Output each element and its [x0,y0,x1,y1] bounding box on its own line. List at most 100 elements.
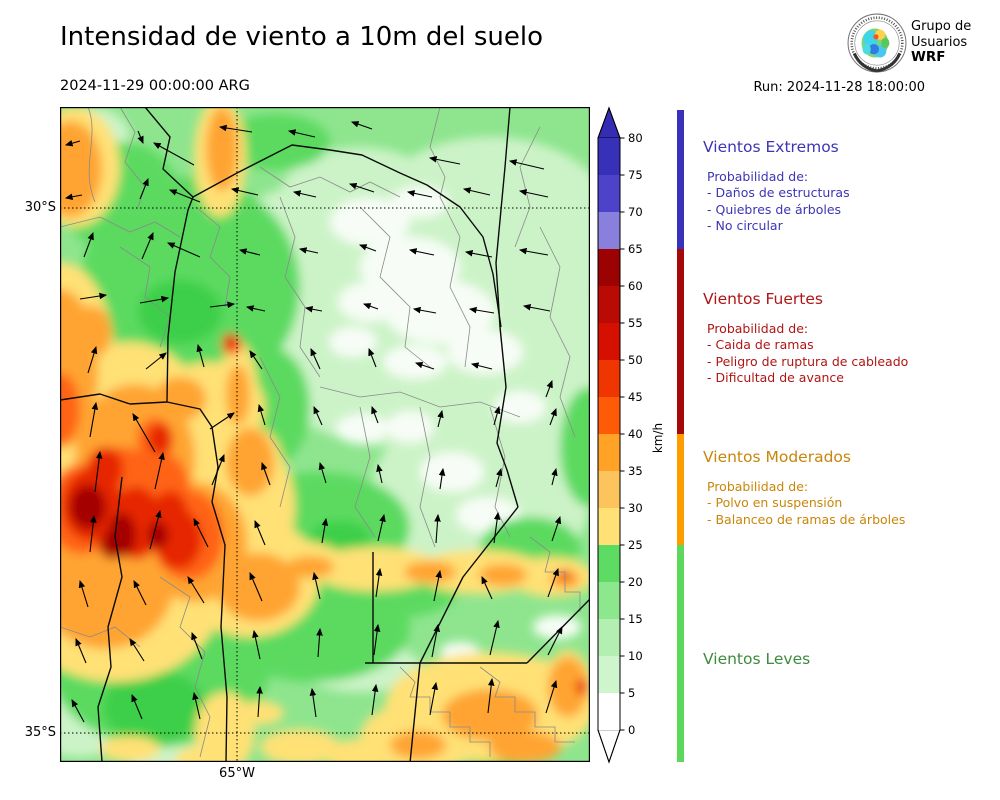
wind-arrow [218,124,253,133]
wind-arrow [256,685,263,718]
legend-section-title: Vientos Fuertes [703,290,823,308]
wind-arrow [547,626,563,656]
wind-arrow [489,619,500,656]
wind-arrow [304,305,323,313]
wind-arrow [431,623,441,658]
wind-arrow [149,509,162,550]
colorbar-tick-label: 60 [628,279,643,293]
legend-line: - Quiebres de árboles [707,201,842,217]
wind-arrow [434,513,441,544]
wind-arrow [254,519,266,546]
colorbar-arrow-down [597,729,621,764]
colorbar-segment-10-15 [598,619,620,657]
legend-section-3: Vientos Moderados Probabilidad de: - Polvo… [703,448,905,528]
wind-arrow [245,305,266,312]
wind-arrow [193,518,209,548]
logo-line2: Usuarios [911,34,968,50]
wind-arrow [64,193,83,201]
wind-arrow [321,517,329,544]
colorbar-tick-label: 20 [628,575,643,589]
wind-arrow [132,413,156,453]
wind-arrow [377,513,386,542]
wind-arrow [318,461,327,484]
wind-arrow [209,301,236,309]
wind-arrow [376,463,383,484]
wind-arrow [312,571,321,600]
wind-arrow [257,403,266,426]
wind-arrow [141,231,154,260]
wind-arrow [230,187,259,196]
wind-arrow [408,248,435,256]
wind-arrow [139,177,149,200]
wind-arrow [464,250,493,258]
wind-arrow [166,242,201,258]
graticule-lines [60,107,590,762]
colorbar-segment-5-10 [598,656,620,694]
legend-line: Probabilidad de: [707,169,809,184]
logo-line3: WRF [911,49,946,65]
legend-section-2: Vientos Fuertes Probabilidad de: - Caida d… [703,290,908,387]
wind-arrow [428,156,461,165]
colorbar-tick-label: 35 [628,464,643,478]
wind-arrow [429,681,439,716]
wind-arrow [298,247,319,254]
legend-line: - No circular [707,218,783,234]
lat-label-35s: 35°S [24,725,56,740]
wind-arrow [154,451,165,490]
wind-arrow [551,515,562,542]
wind-arrow [437,409,444,428]
colorbar-tick-label: 40 [628,427,643,441]
wind-arrow [153,142,195,166]
legend-section-title: Vientos Moderados [703,448,851,466]
wind-arrow [362,303,379,310]
run-label: Run: 2024-11-28 18:00:00 [753,80,925,95]
wind-arrow [238,248,261,256]
wind-arrow [438,467,446,490]
legend-section-body: Probabilidad de: - Polvo en suspensión - B… [703,479,905,528]
wind-arrow [168,189,201,203]
wind-arrow [64,140,81,147]
legend-section-4: Vientos Leves [703,650,810,668]
map-border [60,107,590,762]
wind-arrow [187,576,205,604]
colorbar-tick-label: 65 [628,242,643,256]
wind-arrow [406,190,433,198]
lon-label-65w: 65°W [219,766,255,781]
page-title: Intensidad de viento a 10m del suelo [60,22,544,52]
legend-line: - Peligro de ruptura de cableado [707,353,909,369]
wind-arrow [71,699,85,723]
legend-line: - Dificultad de avance [707,370,844,386]
wind-arrow [89,514,97,553]
legend-section-title: Vientos Extremos [703,138,839,156]
wind-intensity-map [60,107,590,762]
logo-text: Grupo de Usuarios WRF [911,19,971,66]
wind-arrow [358,244,377,252]
wind-arrow [493,405,501,426]
wind-arrow-layer [64,121,563,723]
wind-arrow [252,629,261,660]
wind-arrow [313,405,323,426]
wind-arrow [249,571,263,602]
wind-arrow [375,567,383,598]
legend-line: - Daños de estructuras [707,185,850,201]
wind-arrow [83,231,94,258]
wind-arrow [89,401,99,438]
category-strip-fuertes [677,249,684,434]
legend-line: - Polvo en suspensión [707,495,843,511]
wind-arrow [316,627,323,658]
wind-arrow [487,677,495,714]
category-strip-leves [677,545,684,762]
wind-arrow [131,693,143,720]
colorbar-segment-50-55 [598,323,620,361]
wind-arrow [518,247,549,256]
legend-line: Probabilidad de: [707,479,809,494]
wind-arrow [191,631,203,660]
wind-arrow [192,691,201,720]
wind-field-contours [60,107,590,762]
wind-arrow [310,347,321,370]
wind-arrow [78,579,89,608]
colorbar-tick-label: 10 [628,649,643,663]
wind-arrow [309,687,317,718]
colorbar-segment-60-65 [598,249,620,287]
wind-arrow [350,121,373,130]
